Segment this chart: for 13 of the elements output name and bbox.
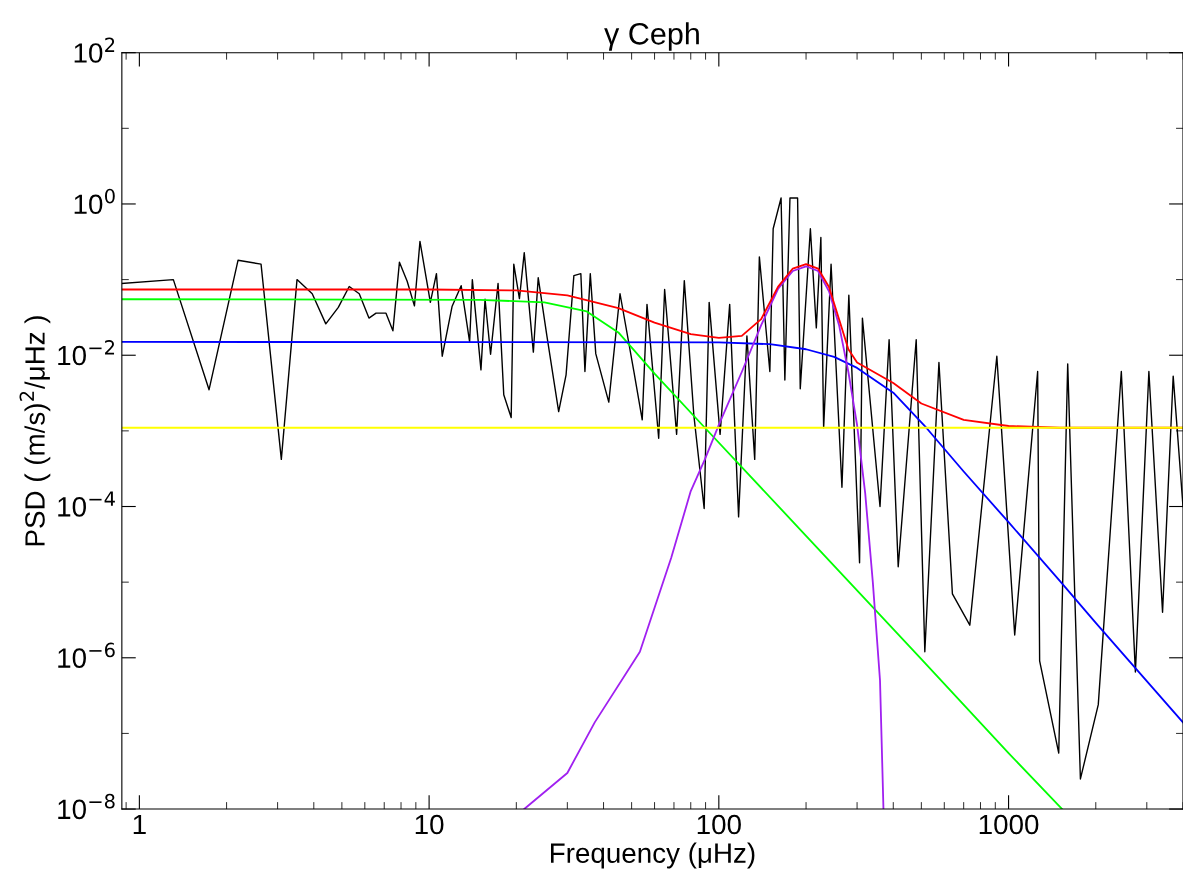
x-tick-label: 1 [133,814,146,835]
x-tick-label: 10 [415,814,444,835]
x-tick-label: 100 [697,814,741,835]
x-axis-title: Frequency (μHz) [551,842,755,869]
x-tick-label: 1000 [979,814,1039,835]
y-tick-label: 10$^{−6}$ [58,642,115,668]
y-tick-label: 10$^{0}$ [74,188,115,215]
y-tick-label: 10$^{−4}$ [58,491,115,517]
y-tick-label: 10$^{−8}$ [58,793,115,820]
y-axis-title: PSD ( (m/s)$^{2}$/μHz ) [19,316,51,546]
chart-title: γ Ceph [604,22,699,51]
y-tick-label: 10$^{−2}$ [58,340,115,366]
y-tick-label: 10$^{2}$ [74,37,115,63]
